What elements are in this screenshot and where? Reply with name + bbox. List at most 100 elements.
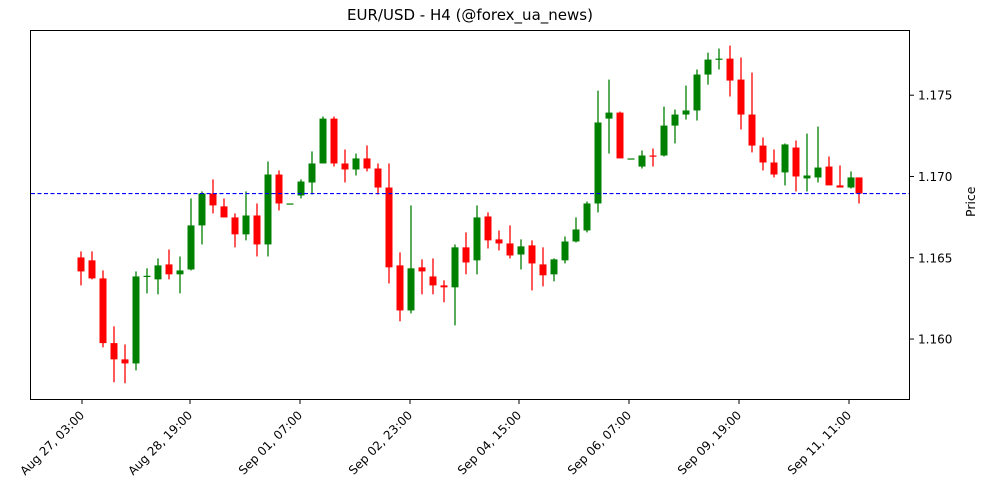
candle-body: [209, 193, 217, 206]
candle: [88, 251, 96, 280]
candle-body: [517, 246, 525, 255]
candle: [253, 203, 261, 257]
candle-body: [682, 110, 690, 115]
candle-body: [187, 225, 195, 270]
chart-title: EUR/USD - H4 (@forex_ua_news): [347, 6, 593, 24]
candle-body: [704, 59, 712, 75]
candle: [671, 109, 679, 144]
candle: [649, 148, 657, 167]
candle: [99, 270, 107, 348]
candle: [198, 191, 206, 245]
candle-body: [627, 158, 635, 160]
candle-body: [242, 215, 250, 235]
y-axis: 1.160 1.165 1.170 1.175: [910, 89, 952, 347]
candle-body: [660, 125, 668, 156]
candle: [275, 170, 283, 211]
candle: [550, 258, 558, 282]
candle-body: [671, 114, 679, 126]
candle: [330, 116, 338, 167]
candle-body: [264, 174, 272, 245]
candle: [220, 198, 228, 218]
candle-body: [396, 265, 404, 311]
candle-body: [638, 155, 646, 167]
candle: [242, 191, 250, 241]
candle: [726, 45, 734, 97]
candle-body: [143, 275, 151, 277]
candle-body: [528, 245, 536, 264]
y-tick-label: 1.170: [918, 170, 952, 184]
x-tick-label: Aug 28, 19:00: [125, 408, 195, 478]
candle-body: [462, 247, 470, 263]
candle-body: [649, 155, 657, 157]
candle: [627, 158, 635, 160]
candle: [803, 133, 811, 192]
candle: [616, 111, 624, 159]
candle: [176, 256, 184, 294]
candle-body: [176, 270, 184, 275]
candle: [506, 225, 514, 259]
x-axis: Aug 27, 03:00 Aug 28, 19:00 Sep 01, 07:00 S…: [17, 400, 854, 478]
candle: [231, 213, 239, 248]
candle-body: [770, 162, 778, 175]
candle-body: [506, 243, 514, 256]
candle-body: [385, 187, 393, 268]
candle-body: [352, 158, 360, 170]
candle: [660, 106, 668, 157]
x-tick-label: Sep 02, 23:00: [346, 408, 415, 477]
candle-body: [77, 257, 85, 272]
candle-body: [550, 259, 558, 275]
candle-body: [792, 147, 800, 177]
candle-body: [583, 203, 591, 231]
candle: [187, 198, 195, 271]
candle: [286, 203, 294, 205]
candle-body: [110, 343, 118, 360]
candle-body: [836, 185, 844, 188]
candle: [462, 232, 470, 275]
candle: [77, 251, 85, 286]
candle-body: [220, 206, 228, 218]
candle-body: [814, 167, 822, 178]
candle-body: [154, 265, 162, 280]
candle-body: [726, 58, 734, 81]
candle: [363, 145, 371, 172]
candle-body: [253, 215, 261, 245]
candle-body: [484, 216, 492, 241]
candle-body: [616, 112, 624, 159]
candle: [748, 72, 756, 153]
candle-body: [308, 163, 316, 183]
candle-body: [418, 267, 426, 272]
candle-body: [440, 285, 448, 288]
candle-body: [363, 158, 371, 169]
candle-body: [572, 229, 580, 242]
x-tick-label: Sep 04, 15:00: [455, 408, 524, 477]
candle-body: [132, 276, 140, 364]
candle: [154, 258, 162, 295]
candle-body: [594, 122, 602, 204]
candle-body: [99, 278, 107, 344]
candle: [638, 150, 646, 169]
x-tick-label: Sep 01, 07:00: [236, 408, 305, 477]
candle: [121, 344, 129, 384]
candle-body: [231, 217, 239, 235]
candle: [495, 230, 503, 251]
candle: [836, 165, 844, 188]
candle-body: [198, 193, 206, 226]
candle: [594, 90, 602, 213]
y-tick-label: 1.175: [918, 89, 952, 103]
candle: [418, 259, 426, 295]
candle: [143, 268, 151, 294]
candle: [847, 171, 855, 189]
x-tick-label: Sep 11, 11:00: [785, 408, 854, 477]
candle-body: [88, 260, 96, 279]
candle: [374, 163, 382, 195]
candle-body: [561, 241, 569, 261]
candle-body: [275, 174, 283, 204]
x-tick-label: Aug 27, 03:00: [17, 408, 87, 478]
candle: [451, 244, 459, 326]
candle-body: [473, 217, 481, 261]
candle: [759, 137, 767, 171]
candle: [704, 52, 712, 85]
candle: [264, 161, 272, 257]
candle: [693, 69, 701, 121]
